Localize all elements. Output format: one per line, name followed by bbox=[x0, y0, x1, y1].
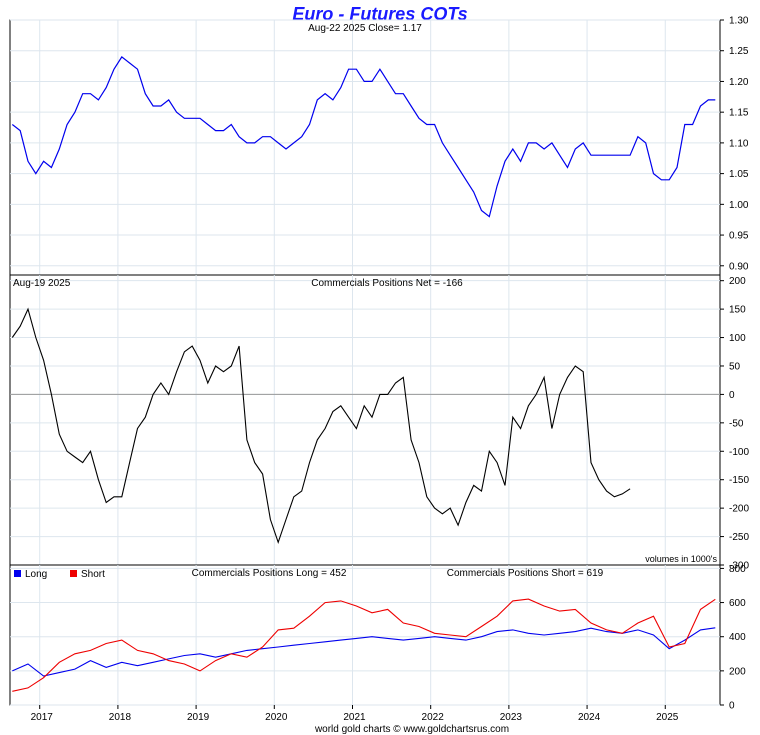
y-tick-label: -250 bbox=[729, 532, 749, 543]
y-tick-label: 0 bbox=[729, 701, 735, 712]
y-tick-label: 0.95 bbox=[729, 231, 749, 242]
legend-long-label: Long bbox=[25, 569, 47, 580]
chart-title: Euro - Futures COTs bbox=[292, 4, 467, 24]
ls-panel-frame bbox=[9, 564, 721, 706]
long-positions-text: Commercials Positions Long = 452 bbox=[192, 568, 347, 579]
y-tick-label: 150 bbox=[729, 305, 746, 316]
y-tick-label: 1.10 bbox=[729, 138, 749, 149]
y-tick-label: -50 bbox=[729, 418, 744, 429]
net-panel: -300 -250 -200 -150 -100 -50 0 50 100 150 200 Aug-… bbox=[9, 274, 749, 572]
net-y-axis: -300 -250 -200 -150 -100 -50 0 50 100 150 200 bbox=[720, 276, 749, 572]
long-series-line bbox=[12, 627, 716, 677]
x-tick-label: 2024 bbox=[578, 712, 601, 723]
y-tick-label: 800 bbox=[729, 564, 746, 575]
y-tick-label: 400 bbox=[729, 632, 746, 643]
legend-long-swatch bbox=[14, 570, 21, 577]
y-tick-label: -300 bbox=[729, 561, 749, 572]
x-tick-label: 2022 bbox=[422, 712, 445, 723]
legend-short-label: Short bbox=[81, 569, 105, 580]
x-tick-label: 2017 bbox=[31, 712, 54, 723]
y-tick-label: 0 bbox=[729, 390, 735, 401]
net-panel-frame bbox=[9, 274, 721, 566]
price-y-axis: 0.90 0.95 1.00 1.05 1.10 1.15 1.20 1.25 1.30 bbox=[720, 16, 749, 272]
volume-note: volumes in 1000's bbox=[645, 554, 717, 564]
x-tick-label: 2018 bbox=[109, 712, 132, 723]
y-tick-label: 1.05 bbox=[729, 169, 749, 180]
price-panel: 0.90 0.95 1.00 1.05 1.10 1.15 1.20 1.25 1.30 Aug… bbox=[9, 16, 749, 276]
legend-short-swatch bbox=[70, 570, 77, 577]
x-tick-label: 2023 bbox=[500, 712, 523, 723]
y-tick-label: 1.30 bbox=[729, 16, 749, 27]
ls-y-axis: 0 200 400 600 800 bbox=[720, 564, 746, 712]
price-subtitle: Aug-22 2025 Close= 1.17 bbox=[308, 23, 422, 34]
footer-credit: world gold charts © www.goldchartsrus.co… bbox=[314, 724, 509, 735]
short-positions-text: Commercials Positions Short = 619 bbox=[447, 568, 604, 579]
y-tick-label: 200 bbox=[729, 666, 746, 677]
x-tick-label: 2025 bbox=[656, 712, 679, 723]
x-tick-label: 2021 bbox=[343, 712, 366, 723]
y-tick-label: 1.25 bbox=[729, 46, 749, 57]
net-grid bbox=[10, 275, 720, 566]
net-date-label: Aug-19 2025 bbox=[13, 278, 71, 289]
price-line bbox=[11, 56, 716, 218]
x-axis: 2017 2018 2019 2020 2021 2022 2023 2024 2025 bbox=[31, 705, 679, 723]
price-grid bbox=[10, 19, 720, 275]
y-tick-label: 0.90 bbox=[729, 261, 749, 272]
long-short-panel: 0 200 400 600 800 Long Short Commercials Pos… bbox=[9, 564, 746, 712]
y-tick-label: 1.00 bbox=[729, 200, 749, 211]
y-tick-label: -100 bbox=[729, 447, 749, 458]
short-series-line bbox=[12, 598, 716, 692]
y-tick-label: 200 bbox=[729, 276, 746, 287]
x-tick-label: 2019 bbox=[187, 712, 210, 723]
y-tick-label: 1.15 bbox=[729, 108, 749, 119]
x-tick-label: 2020 bbox=[265, 712, 288, 723]
net-line bbox=[11, 307, 631, 544]
y-tick-label: 100 bbox=[729, 333, 746, 344]
y-tick-label: -150 bbox=[729, 475, 749, 486]
y-tick-label: -200 bbox=[729, 504, 749, 515]
y-tick-label: 600 bbox=[729, 598, 746, 609]
ls-grid bbox=[10, 565, 720, 706]
y-tick-label: 50 bbox=[729, 361, 741, 372]
y-tick-label: 1.20 bbox=[729, 77, 749, 88]
price-panel-frame bbox=[9, 19, 721, 276]
net-subtitle: Commercials Positions Net = -166 bbox=[311, 278, 463, 289]
